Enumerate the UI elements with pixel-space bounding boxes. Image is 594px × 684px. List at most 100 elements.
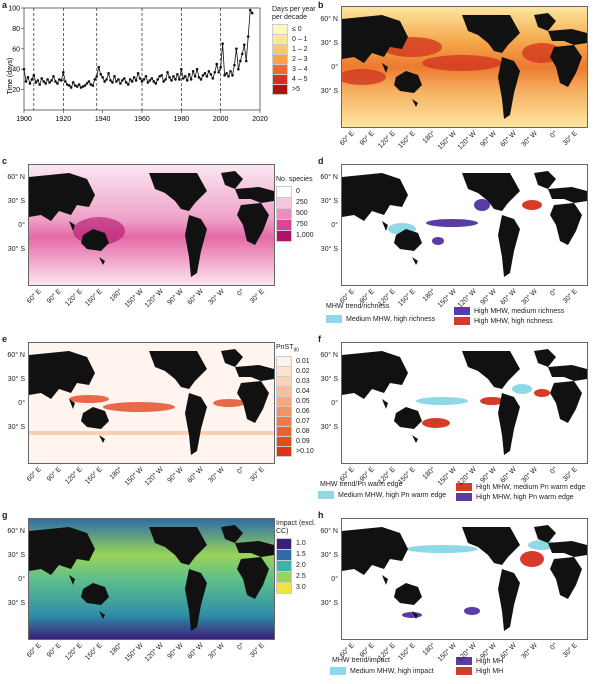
world-map [342,519,587,639]
landmass [185,569,207,631]
data-point [123,77,126,80]
overlap-region [474,199,490,211]
data-point [187,73,191,76]
overlap-region [402,612,422,618]
data-point [56,82,59,85]
data-point [225,71,228,75]
overlap-region [520,551,544,567]
data-point [152,80,156,83]
legend-title: MHW trend/richness [326,303,390,310]
data-point [227,75,230,78]
hotspot [342,69,386,85]
legend-label: 3.0 [296,584,306,591]
legend-swatch [454,317,470,325]
landmass [412,611,418,619]
data-point [142,78,146,81]
world-map [29,165,274,285]
lat-tick-label: 30° S [7,198,25,205]
landmass [237,203,269,245]
legend-entry: ≤ 0 [272,23,322,35]
legend-label: 2.0 [296,562,306,569]
overlap-region [422,418,450,428]
legend-label: 250 [296,199,308,206]
data-point [103,80,106,83]
data-point [22,67,26,71]
legend-entry: 2.5 [276,570,326,583]
legend-label: >0.10 [296,447,314,455]
legend-swatch [456,667,472,675]
data-point [138,77,142,80]
hotspot [213,399,245,407]
landmass [550,381,582,423]
panel-letter-h: h [318,510,324,520]
legend-label: 500 [296,210,308,217]
data-point [223,74,226,77]
legend-swatch [326,315,342,323]
landmass [498,569,520,631]
lat-tick-label: 60° N [320,174,338,181]
lat-tick-label: 60° N [7,352,25,359]
legend-entry: >5 [272,83,322,95]
landmass [342,35,348,45]
x-tick-label: 1960 [134,116,150,123]
data-point [95,75,99,78]
data-point [48,81,51,84]
legend-label: 3 – 4 [292,65,308,73]
legend-label: 0.09 [296,437,310,445]
landmass [412,435,418,443]
legend-title: MHW trend/Pn warm edge [320,481,403,488]
panel-letter-e: e [2,334,8,344]
legend-swatch [456,657,472,665]
data-point [89,83,93,86]
landmass [235,187,274,203]
landmass [69,399,75,409]
data-point [91,84,95,87]
data-point [60,79,63,82]
data-point [144,75,148,78]
y-tick-label: 60 [12,46,20,53]
landmass [342,173,408,221]
data-point [148,79,152,82]
data-point [71,81,75,84]
data-point [160,74,163,77]
data-point [207,69,211,73]
lat-tick-label: 60° N [7,174,25,181]
lat-tick-label: 30° S [320,40,338,47]
lat-tick-label: 30° S [7,600,25,607]
lat-tick-label: 0° [331,64,338,71]
legend-swatch [456,493,472,501]
mhw-days-line-chart: Time (days) 1900 1920 1940 1960 1980 2000 2020… [7,6,268,124]
data-point [154,82,158,85]
lat-tick-label: 60° N [320,16,338,23]
data-point [28,82,32,85]
data-point [174,78,177,81]
data-point [93,78,97,81]
overlap-region [426,219,478,227]
landmass [412,257,418,265]
legend-label: High MHW, high richness [474,317,553,325]
legend-entry: 250 [276,196,326,209]
lat-tick-label: 30° S [7,424,25,431]
landmass [462,527,520,565]
data-point [46,78,49,81]
landmass [394,407,422,429]
legend-entry: Medium MHW, high Pn warm edge [318,491,446,499]
landmass [550,557,582,599]
hotspot [69,395,109,403]
data-point [219,65,222,69]
data-point [209,73,213,76]
landmass [382,575,388,585]
data-point [156,78,160,81]
data-point [115,80,118,83]
map-pnst90 [28,342,275,464]
landmass [29,371,35,381]
panel-letter-b: b [318,0,324,10]
legend-swatch [276,229,292,242]
landmass [342,547,348,557]
legend-title: Impact (excl. CC) [276,520,316,535]
legend-entry: 2.0 [276,559,326,572]
world-map [342,343,587,463]
legend-entry: 1.0 [276,537,326,550]
legend-title: PnST90 [276,344,326,354]
legend-entry: 1 – 2 [272,43,322,55]
